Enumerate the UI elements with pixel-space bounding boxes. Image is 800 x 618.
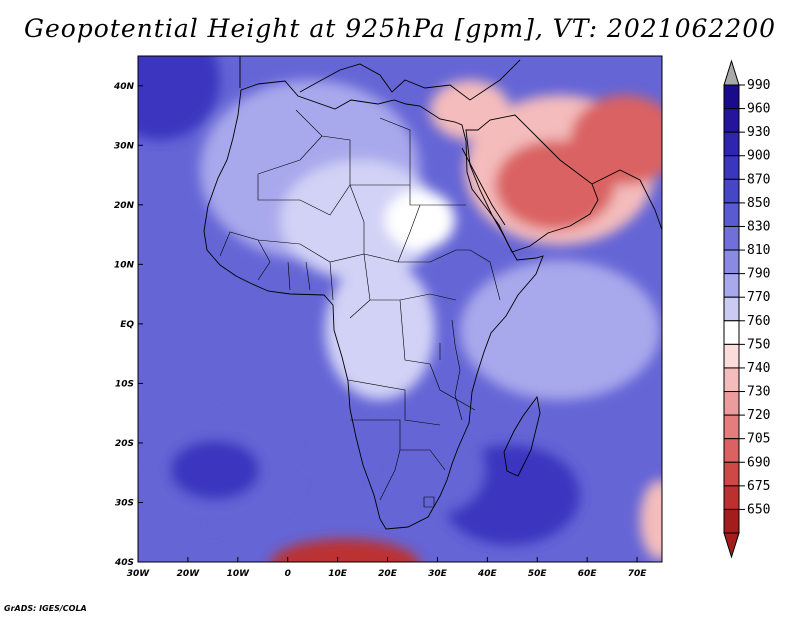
colorbar-label: 790 xyxy=(747,267,770,282)
lon-tick-label: 70E xyxy=(628,569,648,579)
country-borders xyxy=(219,109,501,508)
colorbar-swatch xyxy=(723,367,740,393)
colorbar-top-cap xyxy=(723,59,740,86)
southeast-low xyxy=(640,480,662,560)
map-title: Geopotential Height at 925hPa [gpm], VT:… xyxy=(23,14,777,43)
lat-tick-label: 30N xyxy=(114,141,135,151)
lat-tick-label: 10S xyxy=(115,379,134,389)
plot-frame xyxy=(137,55,663,563)
indian-ocean-ridge xyxy=(460,260,660,400)
lon-tick-label: 40E xyxy=(477,569,498,579)
colorbar-swatch xyxy=(723,320,740,345)
colorbar: 990 960 930 900 870 850 830 810 790 770 760 750 740 7… xyxy=(723,59,770,559)
lat-tick-label: 20S xyxy=(115,439,134,449)
coastlines xyxy=(203,56,662,530)
lon-tick-label: 20E xyxy=(378,569,398,579)
colorbar-swatch xyxy=(723,84,740,110)
madagascar-coastline xyxy=(503,395,541,477)
south-atlantic-core xyxy=(170,440,260,500)
arabia-coastline xyxy=(465,114,599,253)
colorbar-label: 870 xyxy=(747,172,770,187)
persian-low xyxy=(570,95,662,185)
lon-tick-label: 30W xyxy=(127,569,151,579)
asia-coastline xyxy=(591,169,662,231)
map-axes: 30W 20W 10W 0 10E 20E 30E 40E 50E 60E 70E 40N 30N 20N… xyxy=(113,82,647,579)
colorbar-swatch xyxy=(723,414,740,440)
colorbar-label: 650 xyxy=(747,502,770,517)
colorbar-swatch xyxy=(723,249,740,275)
colorbar-swatch xyxy=(723,202,740,227)
lon-tick-label: 10W xyxy=(227,569,251,579)
lat-tick-label: 10N xyxy=(114,260,135,270)
colorbar-label: 930 xyxy=(747,125,770,140)
colorbar-label: 770 xyxy=(747,290,770,305)
colorbar-swatch xyxy=(723,108,740,133)
lon-tick-label: 0 xyxy=(285,569,291,579)
colorbar-label: 690 xyxy=(747,455,770,470)
lon-tick-label: 50E xyxy=(528,569,548,579)
colorbar-label: 730 xyxy=(747,385,770,400)
southern-ocean-low xyxy=(270,539,420,562)
colorbar-swatch xyxy=(723,225,740,251)
colorbar-label: 990 xyxy=(747,78,770,93)
colorbar-label: 810 xyxy=(747,243,770,258)
colorbar-swatch xyxy=(723,178,740,204)
grads-credit: GrADS: IGES/COLA xyxy=(4,604,87,613)
colorbar-swatch xyxy=(723,508,740,534)
colorbar-swatch xyxy=(723,461,740,487)
colorbar-bottom-cap xyxy=(723,532,740,559)
central-africa-field xyxy=(325,260,435,400)
lon-tick-label: 60E xyxy=(578,569,598,579)
southern-africa-high xyxy=(375,425,485,515)
lat-tick-label: 40N xyxy=(113,82,135,92)
colorbar-label: 760 xyxy=(747,314,770,329)
lon-tick-label: 30E xyxy=(428,569,448,579)
colorbar-swatch xyxy=(723,131,740,157)
lat-tick-label: 30S xyxy=(115,498,134,508)
lat-tick-label: EQ xyxy=(120,320,134,330)
colorbar-label: 900 xyxy=(747,149,770,164)
colorbar-swatch xyxy=(723,485,740,510)
sahel-field xyxy=(280,160,440,280)
mediterranean-low xyxy=(430,80,510,140)
colorbar-label: 720 xyxy=(747,408,770,423)
lat-tick-label: 40S xyxy=(114,558,134,568)
colorbar-swatch xyxy=(723,438,740,463)
colorbar-swatch xyxy=(723,391,740,416)
colorbar-label: 830 xyxy=(747,219,770,234)
lon-tick-label: 10E xyxy=(328,569,348,579)
colorbar-label: 750 xyxy=(747,337,770,352)
colorbar-label: 960 xyxy=(747,102,770,117)
height-field xyxy=(138,56,662,562)
lat-tick-label: 20N xyxy=(114,201,135,211)
colorbar-label: 705 xyxy=(747,432,770,447)
northwest-high xyxy=(138,56,220,140)
europe-coastline xyxy=(239,56,521,101)
colorbar-swatch xyxy=(723,343,740,369)
colorbar-label: 740 xyxy=(747,361,770,376)
colorbar-swatch xyxy=(723,273,740,298)
africa-coastline xyxy=(203,80,544,530)
colorbar-label: 675 xyxy=(747,479,770,494)
red-sea-coast xyxy=(461,147,506,226)
lon-tick-label: 20W xyxy=(177,569,201,579)
colorbar-swatch xyxy=(723,155,740,180)
colorbar-swatch xyxy=(723,296,740,322)
sudan-low-edge xyxy=(385,190,455,250)
colorbar-label: 850 xyxy=(747,196,770,211)
